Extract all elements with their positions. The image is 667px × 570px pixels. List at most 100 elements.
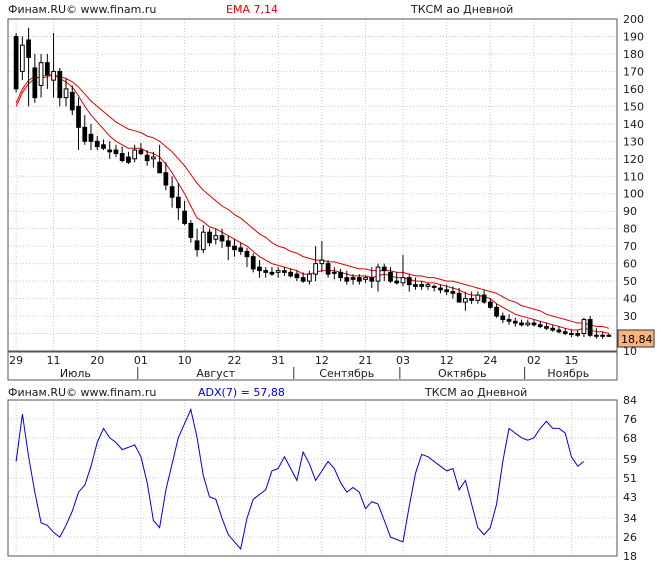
date-tick-label: 21 [359, 354, 373, 367]
candles [13, 27, 612, 339]
date-tick-label: 31 [271, 354, 285, 367]
candle-body [475, 294, 481, 301]
candle-body [506, 319, 512, 322]
candle [375, 263, 381, 292]
candle-body [487, 301, 493, 308]
price-y-tick-label: 120 [623, 153, 644, 166]
candle-body [388, 271, 393, 282]
candle [169, 176, 175, 208]
candle-body [51, 70, 56, 81]
candle-body [344, 277, 350, 282]
price-y-tick-label: 50 [623, 275, 637, 288]
candle-body [13, 35, 19, 90]
candle [550, 324, 556, 332]
candle-body [225, 240, 231, 247]
candle-body [213, 235, 219, 240]
candle-body [444, 289, 450, 293]
candle [101, 139, 106, 151]
candle-body [169, 186, 175, 198]
price-y-tick-label: 30 [623, 310, 637, 323]
candle [363, 275, 368, 283]
candle [107, 141, 113, 159]
candle-body [531, 322, 537, 326]
adx-line [15, 407, 585, 550]
candle [494, 303, 499, 318]
candle-body [500, 315, 506, 321]
date-tick-label: 11 [47, 354, 61, 367]
candle [300, 272, 306, 283]
candle-body [381, 266, 387, 272]
candle [338, 268, 343, 282]
price-indicator-label: EMA 7,14 [226, 3, 278, 16]
candle [606, 333, 612, 338]
candle-body [569, 333, 574, 336]
adx-line-group [15, 407, 585, 550]
candle [344, 270, 350, 285]
candle-body [126, 156, 131, 163]
candle [400, 254, 406, 287]
candle-body [138, 149, 144, 155]
adx-y-axis: 18 26 34 43 51 59 68 76 84 [623, 394, 637, 563]
candle-body [76, 105, 81, 128]
candle-body [556, 329, 562, 333]
candle [438, 284, 443, 294]
candle-body [456, 292, 462, 303]
candle [350, 274, 356, 285]
candle [175, 183, 181, 220]
candle [182, 200, 187, 226]
candle [456, 288, 462, 303]
candle [307, 270, 312, 285]
candle [144, 150, 150, 166]
candle [450, 286, 456, 299]
adx-ticker-label: ТКСМ ао Дневной [424, 386, 527, 399]
price-y-tick-label: 150 [623, 100, 644, 113]
candle [381, 263, 387, 282]
candle [213, 228, 219, 245]
candle [238, 242, 244, 255]
price-y-tick-label: 110 [623, 170, 644, 183]
candle [313, 246, 318, 282]
candle [331, 267, 337, 280]
candle [406, 274, 412, 292]
price-y-tick-label: 80 [623, 223, 637, 236]
candle [562, 328, 568, 336]
last-value-text: 18,84 [621, 333, 653, 346]
adx-indicator-label: ADX(7) = 57,88 [198, 386, 285, 399]
ema-line-slow [15, 74, 610, 329]
candle-body [356, 277, 362, 282]
candle-body [69, 91, 75, 111]
price-y-tick-label: 180 [623, 48, 644, 61]
candle-body [269, 271, 275, 275]
candle-body [313, 263, 318, 275]
candle [151, 151, 156, 168]
candle-body [244, 250, 250, 258]
date-tick-label: 12 [315, 354, 329, 367]
candle [394, 272, 400, 285]
candle [569, 330, 574, 338]
candle [575, 330, 581, 338]
candle [294, 270, 300, 282]
candle [594, 328, 599, 339]
candle [581, 317, 587, 338]
candle [157, 144, 163, 174]
candle [82, 115, 88, 145]
candle-body [425, 284, 431, 287]
candle [481, 289, 487, 304]
date-tick-label: 01 [134, 354, 148, 367]
candle [225, 235, 231, 261]
candle [113, 144, 119, 158]
candle-body [519, 322, 524, 326]
candle [288, 268, 294, 278]
candle [512, 317, 518, 327]
candle-body [594, 334, 599, 337]
candle-body [132, 149, 138, 160]
adx-y-tick-label: 43 [623, 491, 637, 504]
candle-body [238, 247, 244, 252]
candle [282, 267, 287, 276]
candle [232, 239, 237, 257]
candle-body [300, 277, 306, 282]
candle [163, 162, 169, 191]
candle-body [157, 161, 163, 174]
adx-plot-frame [7, 399, 618, 557]
candle-body [219, 235, 225, 242]
